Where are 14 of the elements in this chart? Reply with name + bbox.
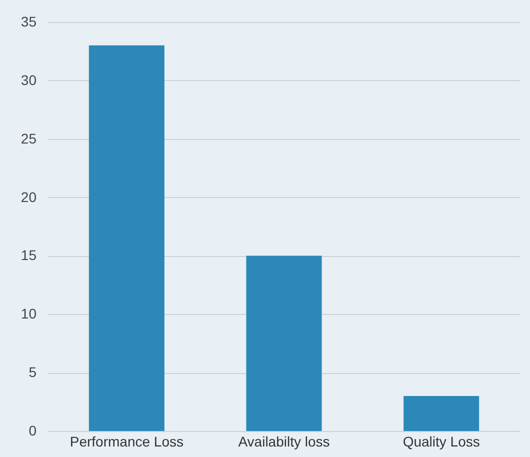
y-tick-label: 35 [20, 14, 37, 30]
x-tick-label: Quality Loss [402, 434, 480, 450]
x-tick-label: Performance Loss [70, 434, 184, 450]
y-tick-label: 5 [28, 364, 37, 380]
y-tick-label: 20 [20, 188, 37, 205]
bar [404, 396, 480, 431]
y-tick-label: 30 [20, 72, 37, 88]
x-tick-label: Availabilty loss [238, 434, 330, 450]
y-tick-label: 15 [20, 247, 37, 264]
bar [246, 256, 322, 431]
bar [88, 45, 164, 431]
y-tick-label: 0 [28, 422, 37, 438]
y-tick-label: 10 [20, 306, 37, 322]
y-tick-label: 25 [20, 130, 37, 146]
